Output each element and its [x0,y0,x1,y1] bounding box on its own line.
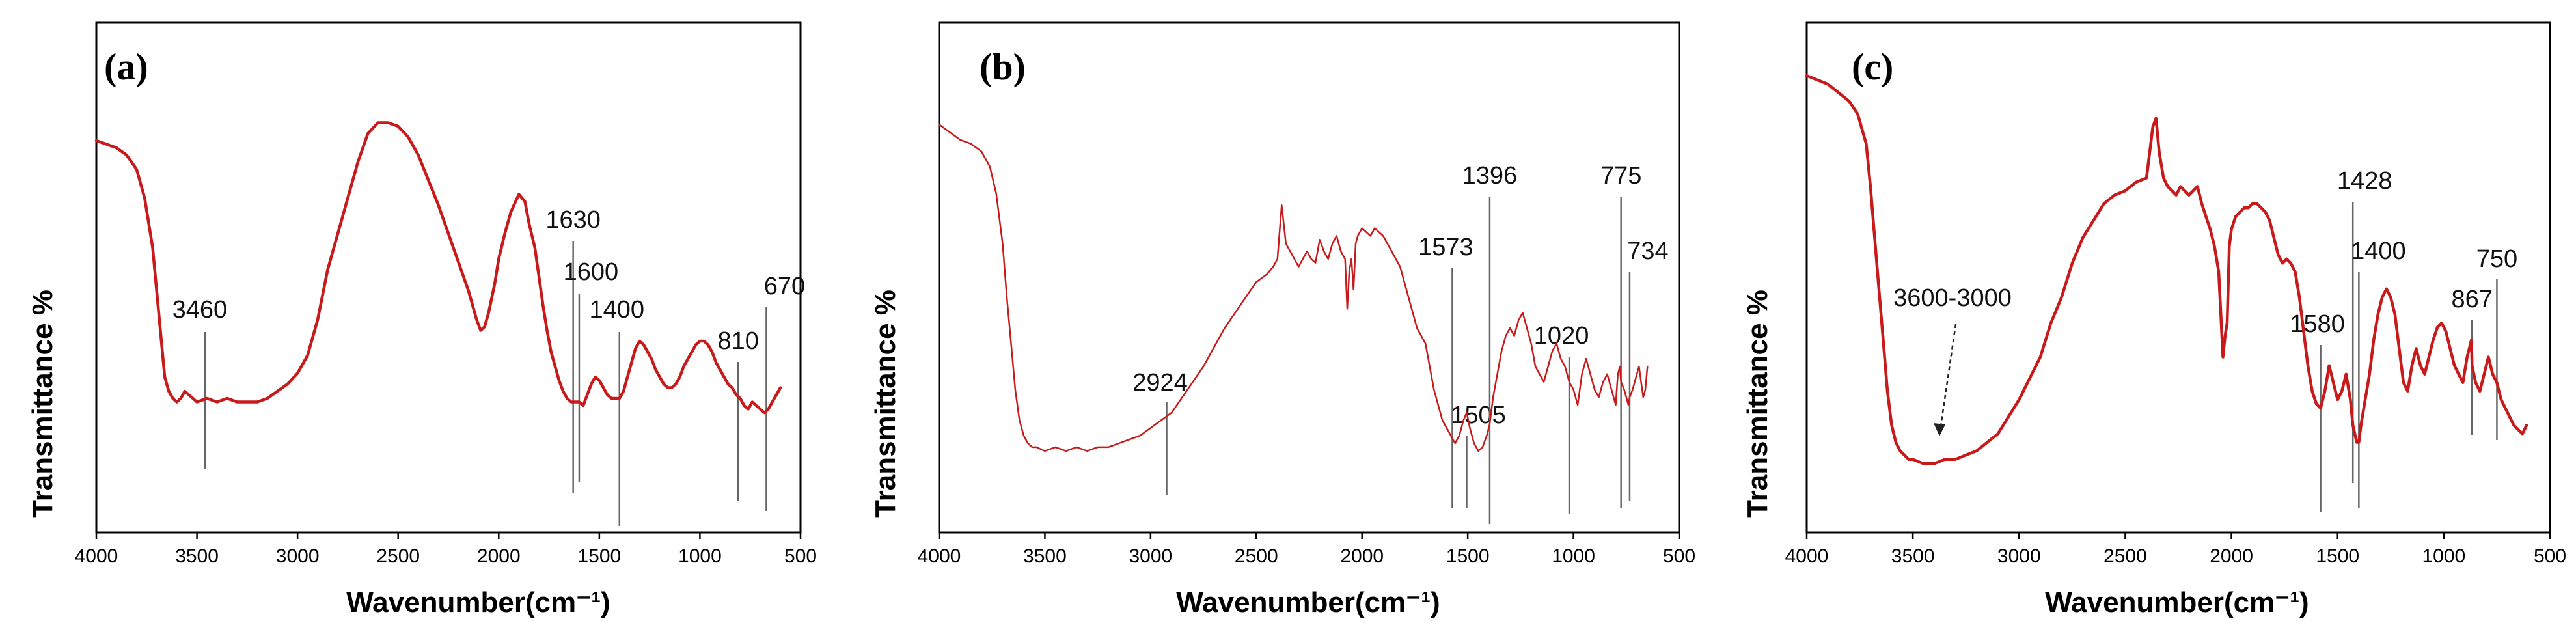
x-tick-label: 500 [784,546,817,567]
annotation-label: 1580 [2290,311,2345,338]
x-tick-label: 2500 [1235,546,1278,567]
x-tick-label: 2000 [477,546,521,567]
x-tick-label: 4000 [1785,546,1829,567]
x-tick-label: 4000 [918,546,961,567]
annotation-label: 1573 [1418,234,1473,261]
annotation-label: 867 [2452,286,2493,313]
x-tick-label: 3500 [175,546,219,567]
annotation-label: 670 [764,273,805,300]
spectrum-line [1805,74,2528,465]
x-tick-label: 500 [2534,546,2566,567]
x-tick-label: 1500 [2316,546,2359,567]
spectrum-line [94,121,782,415]
annotation-label: 1400 [2351,238,2406,265]
spectrum-line [938,124,1649,452]
x-tick-label: 3500 [1023,546,1067,567]
annotation-label: 1428 [2337,167,2392,195]
annotation-label: 1600 [564,258,619,286]
annotation-label: 750 [2476,245,2517,273]
annotation-arrow [1938,324,1957,436]
annotation-label: 1630 [545,206,601,234]
x-tick-label: 2500 [2103,546,2147,567]
panel-a-xlabel: Wavenumber(cm⁻¹) [346,587,610,618]
x-tick-label: 2000 [1340,546,1384,567]
panel-a-label: (a) [104,46,148,88]
panel-c-chart: (c) Transmittance % Wavenumber(cm⁻¹) 400… [1742,21,2566,618]
annotation-label: 775 [1600,162,1641,189]
x-tick-label: 4000 [75,546,118,567]
x-tick-label: 1000 [678,546,722,567]
annotation-label: 810 [717,327,758,355]
plot-frame [95,21,802,534]
annotation-label: 1396 [1462,162,1518,189]
annotation-label: 1505 [1451,402,1506,429]
x-tick-label: 1500 [1446,546,1490,567]
panel-c-label: (c) [1852,46,1893,88]
x-tick-label: 3500 [1891,546,1935,567]
x-tick-label: 1000 [1552,546,1595,567]
x-tick-label: 3000 [1129,546,1172,567]
x-tick-label: 3000 [276,546,320,567]
panel-b-ylabel: Transmittance % [870,290,901,518]
x-tick-label: 2000 [2210,546,2253,567]
x-tick-label: 500 [1663,546,1695,567]
annotation-label: 1400 [589,296,644,324]
panel-a-chart: (a) Transmittance % Wavenumber(cm⁻¹) 400… [27,21,817,618]
annotation-label: 3460 [172,296,228,324]
x-tick-label: 3000 [1997,546,2041,567]
plot-frame [1805,21,2551,534]
panel-a-ylabel: Transmittance % [27,290,59,518]
x-tick-label: 1500 [577,546,621,567]
annotation-label: 734 [1627,238,1668,265]
annotation-label: 2924 [1132,369,1188,396]
annotation-label: 1020 [1534,322,1589,350]
x-tick-label: 2500 [376,546,420,567]
x-tick-label: 1000 [2422,546,2465,567]
panel-b-xlabel: Wavenumber(cm⁻¹) [1176,587,1440,618]
annotation-arrowhead [1934,423,1945,436]
panel-c-ylabel: Transmittance % [1742,290,1774,518]
panel-c-xlabel: Wavenumber(cm⁻¹) [2045,587,2309,618]
annotation-label: 3600-3000 [1893,284,2012,312]
panel-b-label: (b) [980,46,1026,88]
plot-frame [938,21,1680,534]
panel-b-chart: (b) Transmittance % Wavenumber(cm⁻¹) 400… [870,21,1695,618]
